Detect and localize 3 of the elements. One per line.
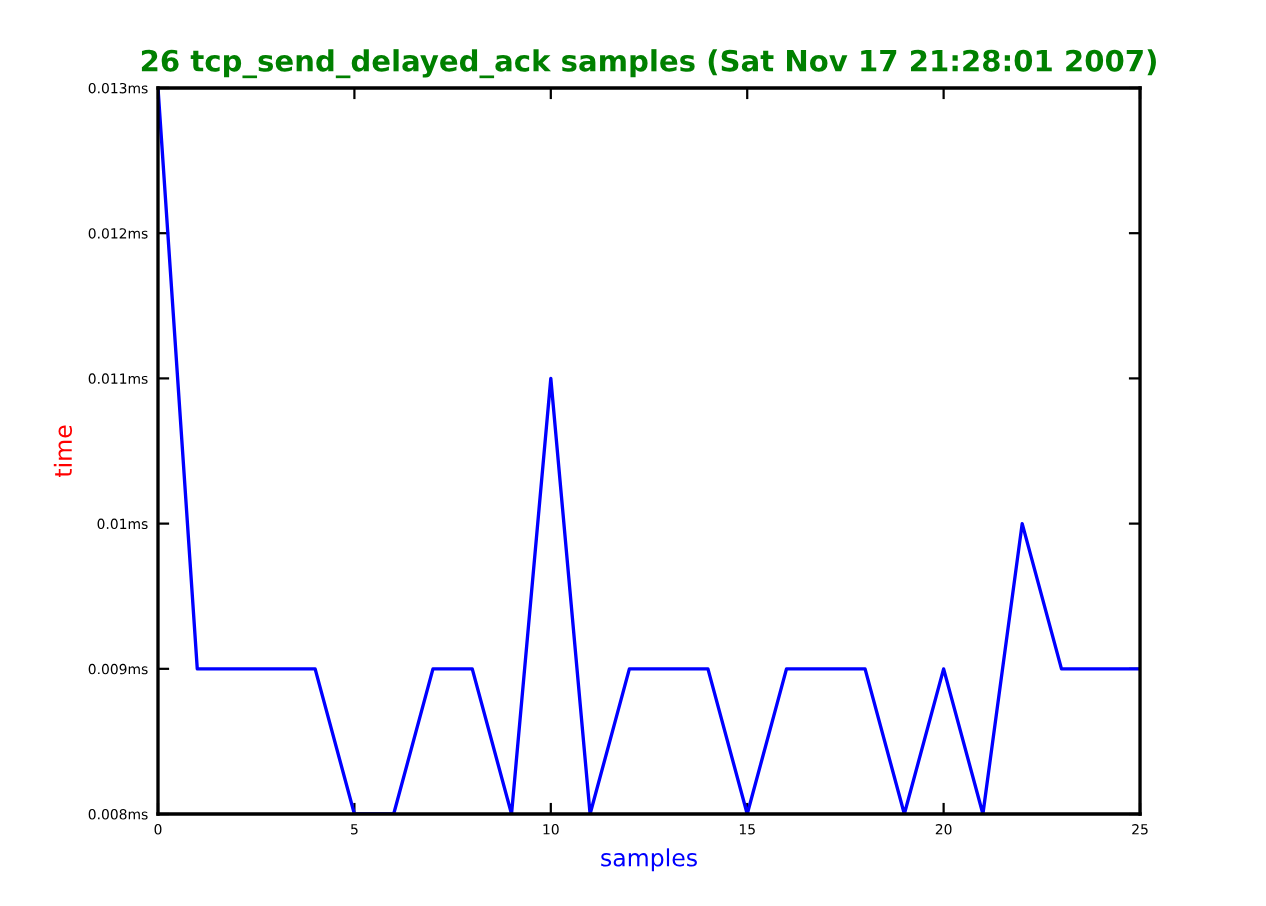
chart-title: 26 tcp_send_delayed_ack samples (Sat Nov 17 21:28:01 2007) [141, 49, 1156, 79]
y-axis-title: time [53, 425, 73, 478]
x-axis-title: samples [601, 848, 697, 872]
